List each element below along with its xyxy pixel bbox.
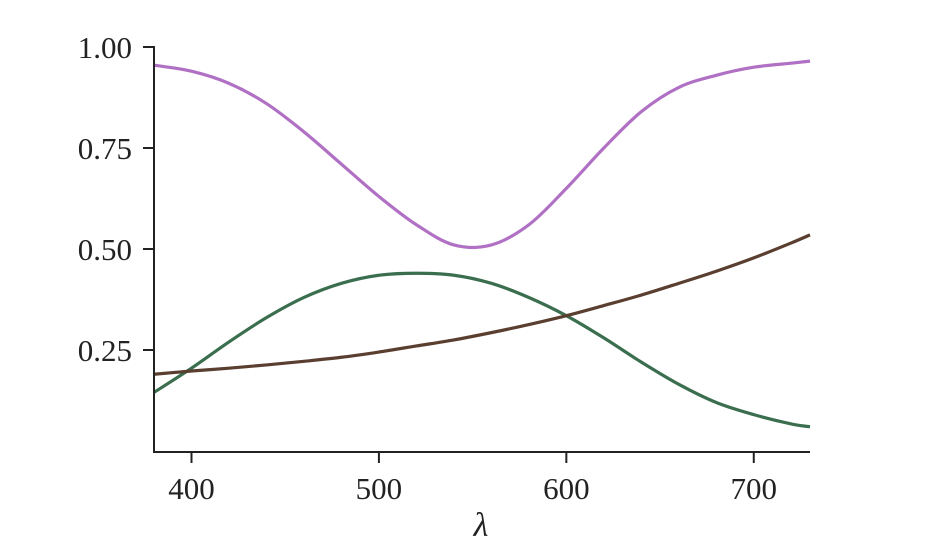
series-line-purple (153, 59, 811, 250)
y-tick-label: 1.00 (78, 30, 132, 65)
x-axis-label: λ (473, 507, 489, 544)
x-tick-label: 700 (731, 471, 778, 506)
plot-lines (153, 59, 811, 429)
x-tick-label: 600 (543, 471, 590, 506)
x-tick-label: 500 (356, 471, 403, 506)
y-tick-label: 0.25 (78, 333, 132, 368)
series-line-brown (153, 233, 811, 376)
y-tick-label: 0.75 (78, 131, 132, 166)
y-tick-label: 0.50 (78, 232, 132, 267)
axes: 0.25 0.50 0.75 1.00 400 500 600 700 (78, 30, 810, 506)
series-line-green (153, 271, 811, 429)
x-tick-label: 400 (168, 471, 215, 506)
